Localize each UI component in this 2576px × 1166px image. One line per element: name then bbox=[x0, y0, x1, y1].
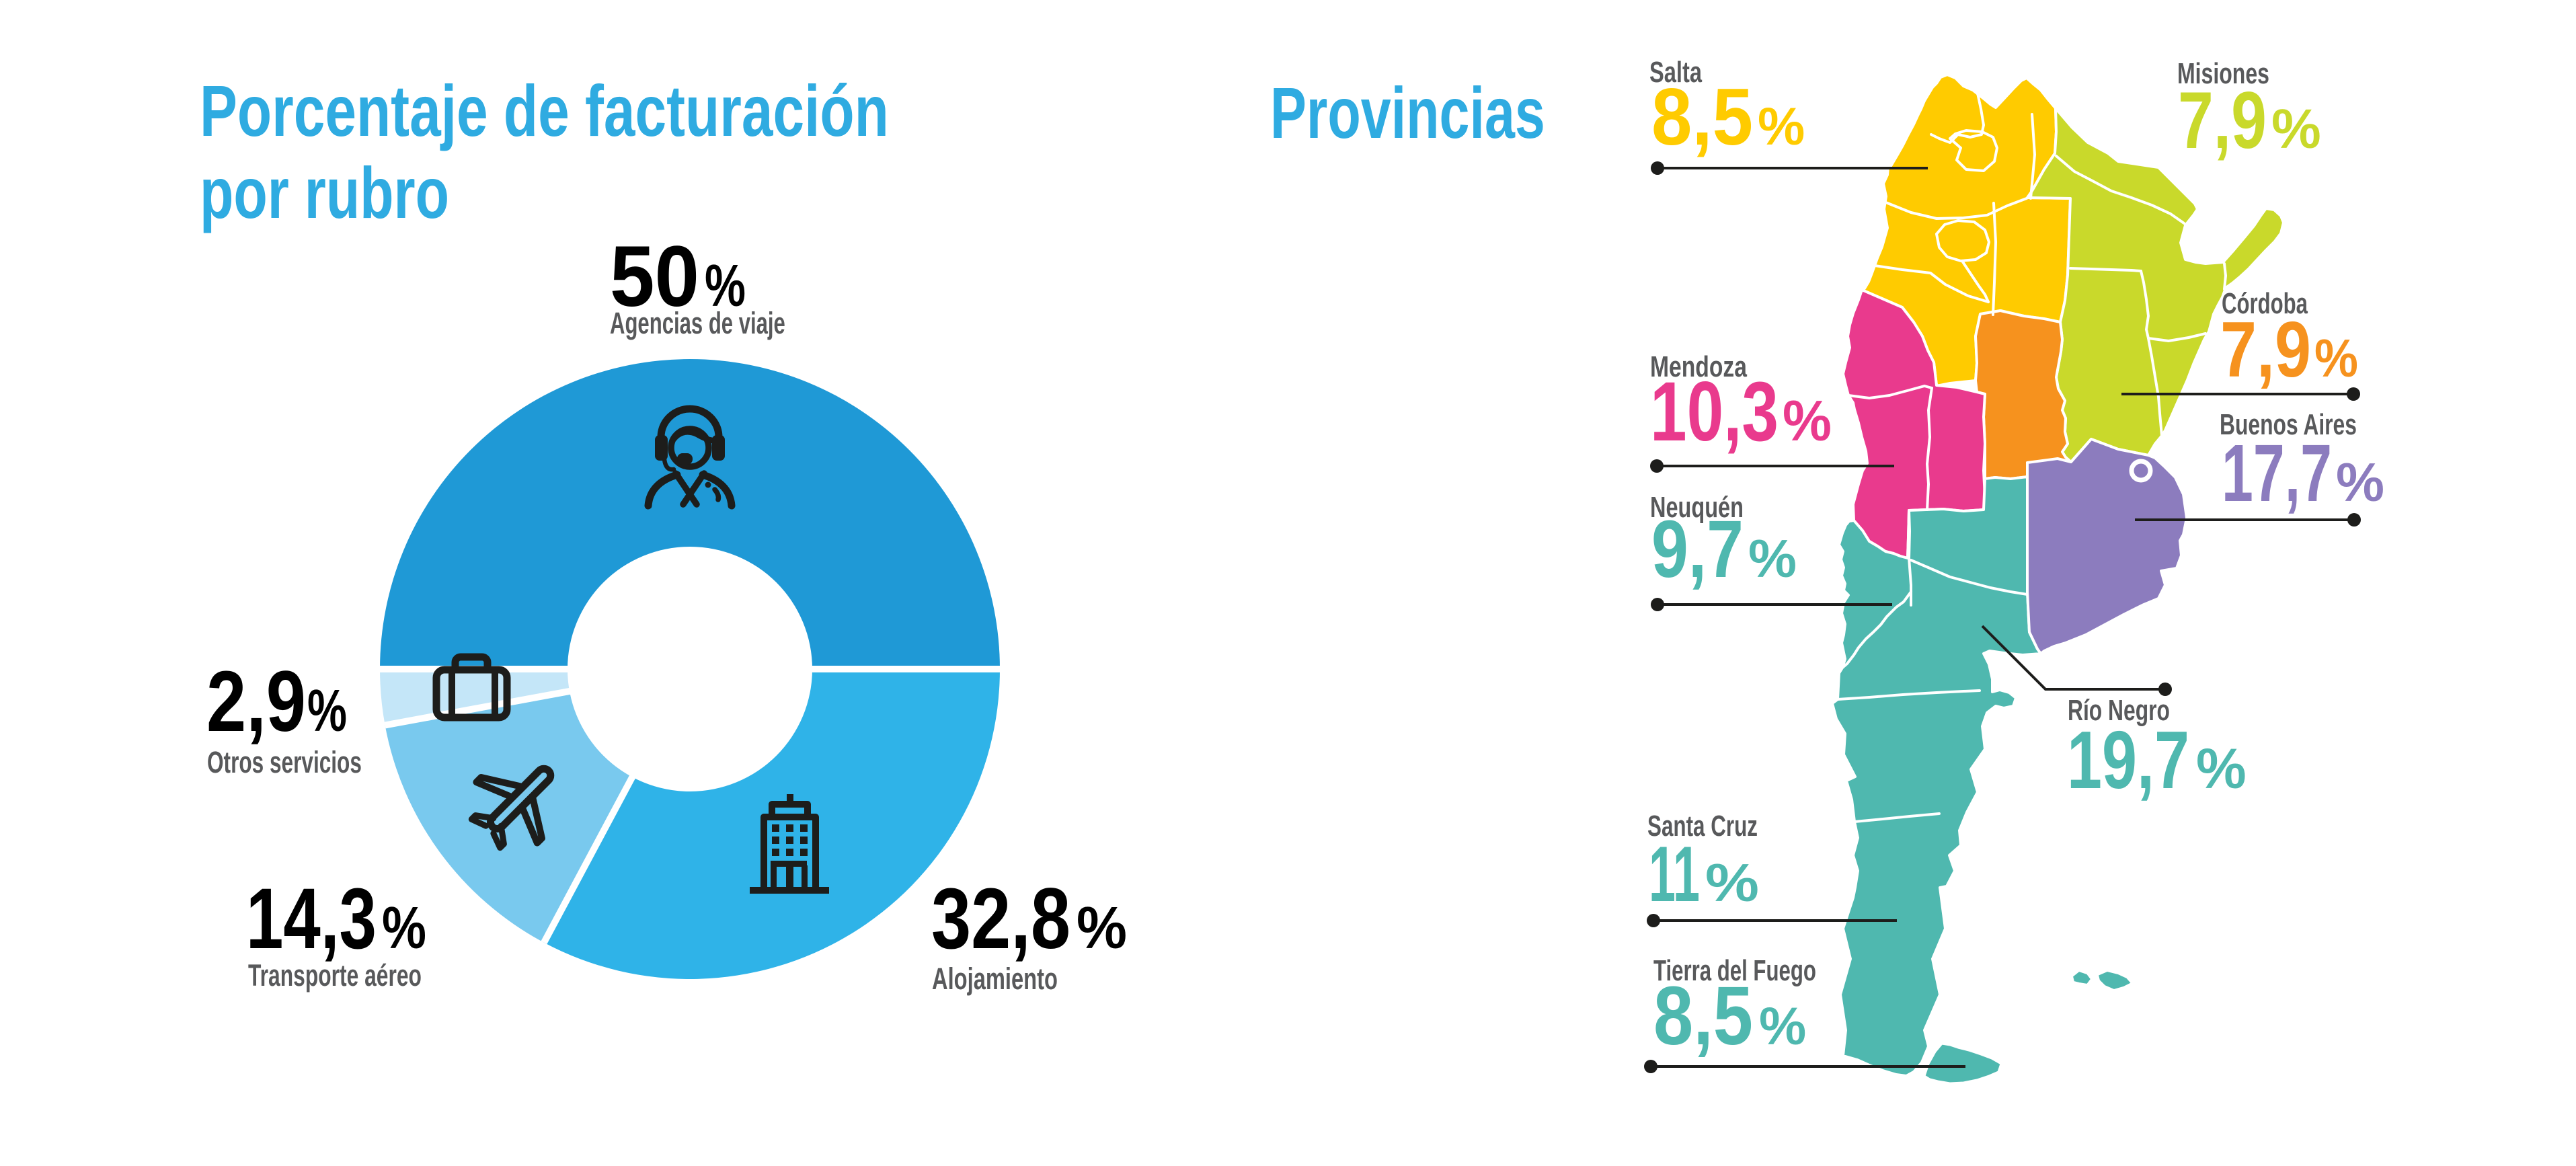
svg-text:%: % bbox=[307, 677, 347, 744]
svg-text:%: % bbox=[1759, 996, 1806, 1056]
svg-text:%: % bbox=[2271, 98, 2321, 160]
svg-text:Córdoba: Córdoba bbox=[2222, 288, 2308, 320]
svg-text:Buenos Aires: Buenos Aires bbox=[2220, 408, 2357, 441]
svg-text:Neuquén: Neuquén bbox=[1650, 491, 1744, 524]
svg-text:Transporte aéreo: Transporte aéreo bbox=[248, 960, 422, 993]
svg-text:Río Negro: Río Negro bbox=[2068, 694, 2170, 727]
svg-text:Salta: Salta bbox=[1649, 56, 1702, 89]
svg-text:19,7: 19,7 bbox=[2067, 715, 2189, 806]
svg-text:Provincias: Provincias bbox=[1270, 73, 1545, 154]
svg-text:%: % bbox=[1705, 853, 1759, 913]
svg-text:%: % bbox=[1758, 96, 1805, 156]
svg-text:32,8: 32,8 bbox=[931, 870, 1070, 967]
svg-text:%: % bbox=[2314, 329, 2358, 389]
svg-text:Otros servicios: Otros servicios bbox=[207, 746, 362, 780]
svg-text:Mendoza: Mendoza bbox=[1650, 351, 1748, 383]
svg-text:Alojamiento: Alojamiento bbox=[932, 962, 1058, 996]
svg-text:50: 50 bbox=[610, 229, 699, 325]
svg-text:2,9: 2,9 bbox=[206, 653, 306, 750]
svg-text:10,3: 10,3 bbox=[1650, 364, 1779, 459]
svg-text:Misiones: Misiones bbox=[2177, 57, 2269, 90]
svg-text:9,7: 9,7 bbox=[1651, 504, 1744, 594]
svg-text:17,7: 17,7 bbox=[2222, 428, 2332, 519]
svg-text:Santa Cruz: Santa Cruz bbox=[1647, 810, 1758, 843]
svg-text:%: % bbox=[1783, 389, 1832, 453]
svg-text:Agencias de viaje: Agencias de viaje bbox=[610, 307, 785, 340]
svg-text:8,5: 8,5 bbox=[1653, 970, 1753, 1062]
svg-text:%: % bbox=[1748, 529, 1797, 588]
svg-text:%: % bbox=[382, 895, 426, 961]
svg-text:Tierra del Fuego: Tierra del Fuego bbox=[1653, 954, 1816, 988]
svg-text:Porcentaje de facturación: Porcentaje de facturación bbox=[200, 71, 889, 152]
svg-text:7,9: 7,9 bbox=[2220, 305, 2311, 393]
svg-text:%: % bbox=[1077, 895, 1127, 961]
svg-text:14,3: 14,3 bbox=[246, 871, 377, 967]
svg-text:11: 11 bbox=[1649, 830, 1700, 918]
svg-text:%: % bbox=[705, 253, 746, 319]
svg-text:%: % bbox=[2196, 737, 2247, 800]
svg-text:8,5: 8,5 bbox=[1651, 72, 1753, 162]
svg-text:%: % bbox=[2336, 453, 2384, 513]
svg-text:7,9: 7,9 bbox=[2178, 75, 2267, 165]
svg-text:por rubro: por rubro bbox=[200, 153, 449, 233]
